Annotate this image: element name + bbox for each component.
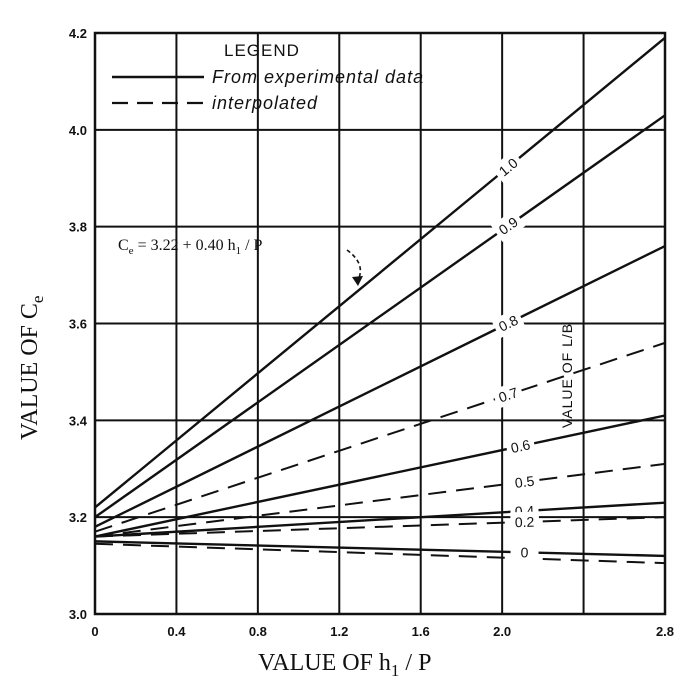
series-label-bg (509, 470, 540, 494)
y-tick-label: 3.4 (69, 413, 88, 428)
equation-arrow (346, 249, 362, 281)
y-tick-label: 3.0 (69, 607, 87, 622)
y-tick-label: 4.2 (69, 26, 87, 41)
y-tick-label: 4.0 (69, 123, 87, 138)
series-label: 0.2 (515, 514, 535, 531)
y-tick-label: 3.2 (69, 510, 87, 525)
series-line-0-5 (94, 462, 666, 538)
series-label-bg (491, 209, 526, 243)
equation-annotation: Ce = 3.22 + 0.40 h1 / P (118, 237, 363, 286)
tick-labels: 0 0.4 0.8 1.2 1.6 2.0 2.8 3.0 3.2 3.4 3.6 3.8 4.0 4.2 (69, 26, 674, 639)
x-tick-label: 2.0 (493, 624, 511, 639)
series-label-bg (510, 511, 539, 533)
series-line-0-6 (94, 414, 666, 538)
series-line-0-2 (94, 516, 666, 538)
series-line-0-4 (94, 501, 666, 538)
series-label: 0.6 (509, 436, 532, 456)
series-label-bg (510, 541, 539, 563)
legend-title: LEGEND (224, 41, 300, 60)
series-label-bg (491, 308, 526, 339)
series-label: 0.7 (496, 384, 520, 405)
x-tick-label: 2.8 (656, 624, 674, 639)
series-lines (94, 36, 666, 565)
legend: LEGEND From experimental data interpolat… (112, 41, 424, 113)
plot-frame (93, 31, 667, 616)
series-label-bg (491, 150, 526, 184)
series-label: 0.5 (514, 473, 536, 491)
equation-text: Ce = 3.22 + 0.40 h1 / P (118, 237, 263, 257)
side-label-value-of-lb: VALUE OF L/B (559, 323, 575, 428)
y-axis-title: VALUE OF Ce (17, 296, 47, 440)
series-line-0-9 (94, 114, 666, 519)
y-tick-label: 3.6 (69, 317, 87, 332)
x-tick-label: 1.2 (330, 624, 348, 639)
series-line-1-0 (94, 36, 666, 509)
x-tick-label: 0 (91, 624, 98, 639)
legend-solid-label: From experimental data (212, 67, 424, 87)
series-label-bg (504, 433, 537, 459)
series-labels: 1.00.90.80.70.60.50.40.20 (491, 150, 540, 563)
x-tick-label: 0.4 (167, 624, 186, 639)
series-line-0 (94, 540, 666, 558)
equation-arrowhead (352, 276, 363, 286)
series-line-0-7 (94, 341, 666, 533)
series-line-0-8 (94, 244, 666, 528)
x-tick-label: 0.8 (249, 624, 267, 639)
y-tick-label: 3.8 (69, 220, 87, 235)
series-label: 0.8 (496, 312, 521, 335)
x-axis-title: VALUE OF h1 / P (258, 650, 431, 680)
x-tick-label: 1.6 (412, 624, 430, 639)
series-line-0 (94, 542, 666, 565)
legend-dashed-label: interpolated (212, 93, 318, 113)
series-label: 0 (520, 544, 528, 560)
series-label-bg (491, 380, 525, 409)
